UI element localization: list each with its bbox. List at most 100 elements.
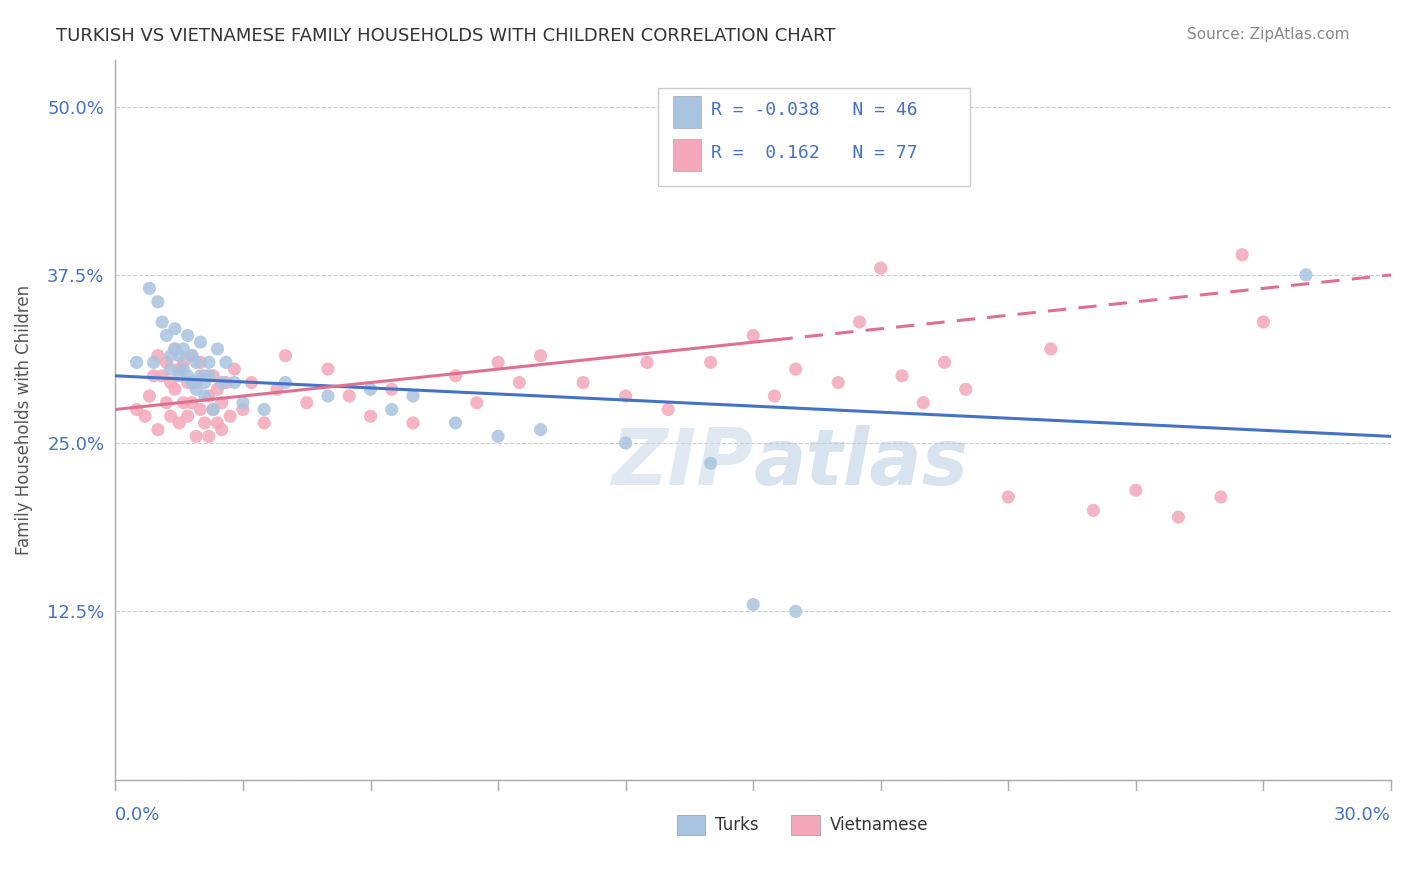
FancyBboxPatch shape <box>673 139 700 171</box>
Point <box>1125 483 1147 498</box>
Point <box>614 436 637 450</box>
Point <box>529 423 551 437</box>
Point <box>190 335 212 350</box>
Text: R = -0.038   N = 46: R = -0.038 N = 46 <box>711 101 918 119</box>
Point <box>163 322 186 336</box>
Point <box>176 376 198 390</box>
Point <box>198 429 221 443</box>
Point <box>167 416 190 430</box>
Point <box>194 389 217 403</box>
Point <box>742 328 765 343</box>
Point <box>266 382 288 396</box>
Point <box>142 355 165 369</box>
Point <box>1209 490 1232 504</box>
Point <box>207 382 229 396</box>
Point <box>176 328 198 343</box>
Point <box>172 342 194 356</box>
Point <box>486 429 509 443</box>
Point <box>155 395 177 409</box>
Point <box>1253 315 1275 329</box>
Point <box>125 402 148 417</box>
Point <box>211 376 233 390</box>
FancyBboxPatch shape <box>673 95 700 128</box>
Point <box>402 416 425 430</box>
Point <box>274 376 297 390</box>
Point <box>146 294 169 309</box>
Text: ZIP: ZIP <box>612 425 754 500</box>
Point <box>155 355 177 369</box>
Point <box>163 342 186 356</box>
Point <box>219 409 242 424</box>
Point <box>529 349 551 363</box>
Point <box>1083 503 1105 517</box>
Point <box>1167 510 1189 524</box>
Point <box>636 355 658 369</box>
Point <box>202 402 225 417</box>
Point <box>172 362 194 376</box>
Point <box>172 355 194 369</box>
Point <box>232 395 254 409</box>
Point <box>159 362 181 376</box>
Point <box>155 328 177 343</box>
Point <box>763 389 786 403</box>
Point <box>194 368 217 383</box>
Point <box>402 389 425 403</box>
Point <box>150 315 173 329</box>
Point <box>215 376 238 390</box>
Point <box>869 261 891 276</box>
Point <box>198 355 221 369</box>
Point <box>194 376 217 390</box>
Point <box>198 368 221 383</box>
Point <box>848 315 870 329</box>
Point <box>827 376 849 390</box>
Point <box>211 395 233 409</box>
Point <box>785 604 807 618</box>
Point <box>198 389 221 403</box>
Point <box>224 362 246 376</box>
Point <box>572 376 595 390</box>
Point <box>163 382 186 396</box>
Point <box>176 409 198 424</box>
Point <box>202 368 225 383</box>
Point <box>211 423 233 437</box>
Point <box>180 376 202 390</box>
Text: Turks: Turks <box>714 816 759 834</box>
Point <box>997 490 1019 504</box>
Point <box>381 382 404 396</box>
Point <box>1295 268 1317 282</box>
Text: Source: ZipAtlas.com: Source: ZipAtlas.com <box>1187 27 1350 42</box>
Point <box>657 402 679 417</box>
Point <box>486 355 509 369</box>
Point <box>150 368 173 383</box>
Point <box>138 389 160 403</box>
FancyBboxPatch shape <box>792 814 820 835</box>
FancyBboxPatch shape <box>658 88 970 186</box>
Point <box>134 409 156 424</box>
Point <box>190 368 212 383</box>
Text: Vietnamese: Vietnamese <box>830 816 928 834</box>
Point <box>190 355 212 369</box>
Point <box>785 362 807 376</box>
Point <box>699 355 721 369</box>
Point <box>207 416 229 430</box>
Point <box>444 416 467 430</box>
Point <box>125 355 148 369</box>
Point <box>146 349 169 363</box>
Point <box>742 598 765 612</box>
Point <box>159 409 181 424</box>
Point <box>444 368 467 383</box>
Point <box>316 389 339 403</box>
Point <box>955 382 977 396</box>
Point <box>614 389 637 403</box>
Point <box>207 342 229 356</box>
Point <box>138 281 160 295</box>
Point <box>180 395 202 409</box>
Point <box>186 429 208 443</box>
Point <box>253 416 276 430</box>
Point <box>360 382 382 396</box>
Point <box>194 416 217 430</box>
Point <box>1230 248 1253 262</box>
Point <box>202 402 225 417</box>
Point <box>176 368 198 383</box>
Point <box>699 456 721 470</box>
